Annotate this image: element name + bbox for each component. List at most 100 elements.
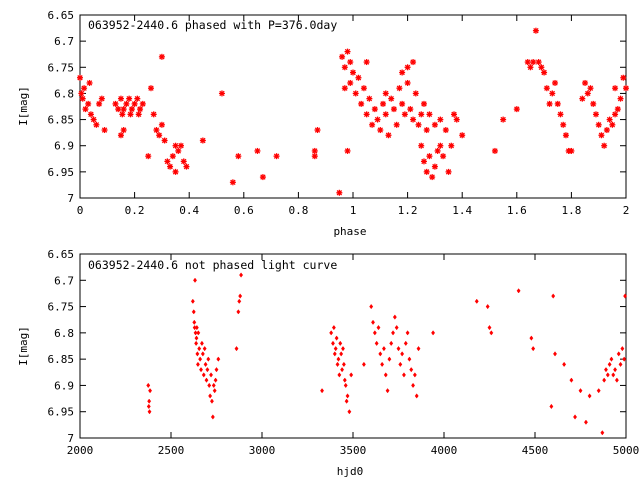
data-point [609,356,614,362]
data-point [190,298,195,304]
data-point [551,293,556,299]
data-point [342,377,347,383]
data-point [158,53,165,60]
data-point [341,346,345,352]
x-tick-label-bottom: 5000 [613,444,640,457]
data-point [320,388,325,394]
y-tick-label-top: 6.8 [54,87,74,100]
data-point [578,388,583,394]
data-point [623,85,629,92]
data-point [352,90,359,97]
data-point [371,319,375,325]
data-point [423,127,430,134]
data-point [131,100,138,107]
data-point [115,106,122,113]
data-point [485,303,490,310]
plot-top: 0 0.2 0.4 0.6 0.8 1 1.2 1.4 1.6 1.8 2 6.65 6.7 6.75 6.… [17,9,629,238]
data-point [183,163,190,170]
data-point [347,409,352,415]
data-point [200,351,205,357]
plot-top-axes: 0 0.2 0.4 0.6 0.8 1 1.2 1.4 1.6 1.8 2 6.65 6.7 6.75 6.… [48,9,630,217]
data-point [530,59,537,66]
data-point [169,153,176,160]
data-point [336,189,343,196]
plot-bottom-xlabel: hjd0 [337,465,364,478]
data-point [209,398,214,404]
x-tick-label-top: 1.6 [507,204,527,217]
data-point [431,163,438,170]
data-point [611,372,616,378]
data-point [614,377,619,383]
data-point [237,298,242,304]
data-point [254,147,261,154]
data-point [429,174,436,181]
data-point [363,59,370,66]
data-point [147,398,152,404]
y-tick-label-bottom: 6.75 [48,301,75,314]
data-point [602,377,607,383]
data-point [193,277,197,283]
data-point [442,127,449,134]
data-point [412,90,419,97]
plot-top-points [77,27,629,196]
data-point [431,121,438,128]
y-tick-label-top: 6.65 [48,9,75,22]
data-point [79,95,86,102]
data-point [583,419,588,425]
data-point [385,132,392,139]
data-point [153,127,160,134]
plot-bottom-frame [79,253,627,439]
data-point [437,116,444,123]
data-point [381,346,386,352]
data-point [218,90,225,97]
data-point [87,111,94,118]
x-tick-label-top: 1.8 [561,204,581,217]
data-point [613,367,618,373]
data-point [331,324,336,331]
data-point [192,319,197,325]
data-point [311,147,318,154]
data-point [167,163,174,170]
data-point [147,409,152,415]
data-point [360,85,367,92]
data-point [562,132,569,139]
x-tick-label-bottom: 3500 [340,444,367,457]
data-point [145,153,152,160]
data-point [516,288,521,294]
data-point [172,142,179,149]
data-point [546,100,553,107]
data-point [411,382,416,389]
data-point [404,79,411,86]
y-tick-label-bottom: 6.9 [54,379,74,392]
data-point [609,121,616,128]
data-point [410,116,417,123]
data-point [451,111,458,118]
data-point [369,303,374,310]
x-tick-label-top: 0.2 [125,204,145,217]
data-point [554,100,561,107]
data-point [158,121,165,128]
data-point [213,377,218,383]
data-point [453,116,460,123]
data-point [377,127,384,134]
data-point [595,121,602,128]
data-point [584,90,591,97]
plot-bottom-axes: 2000 2500 3000 3500 4000 4500 5000 6.65 6.7 6.75 6… [48,248,640,457]
data-point [335,361,340,368]
data-point [211,382,216,389]
x-tick-label-bottom: 4500 [522,444,549,457]
data-point [380,100,387,107]
data-point [333,346,338,352]
data-point [399,69,406,76]
data-point [234,346,239,352]
data-point [562,361,567,368]
data-point [195,351,200,357]
data-point [123,100,130,107]
data-point [126,95,133,102]
data-point [374,340,379,346]
data-point [128,106,135,113]
plot-top-ylabel: I[mag] [17,86,30,126]
data-point [383,372,388,378]
data-point [336,356,341,362]
data-point [180,158,187,165]
